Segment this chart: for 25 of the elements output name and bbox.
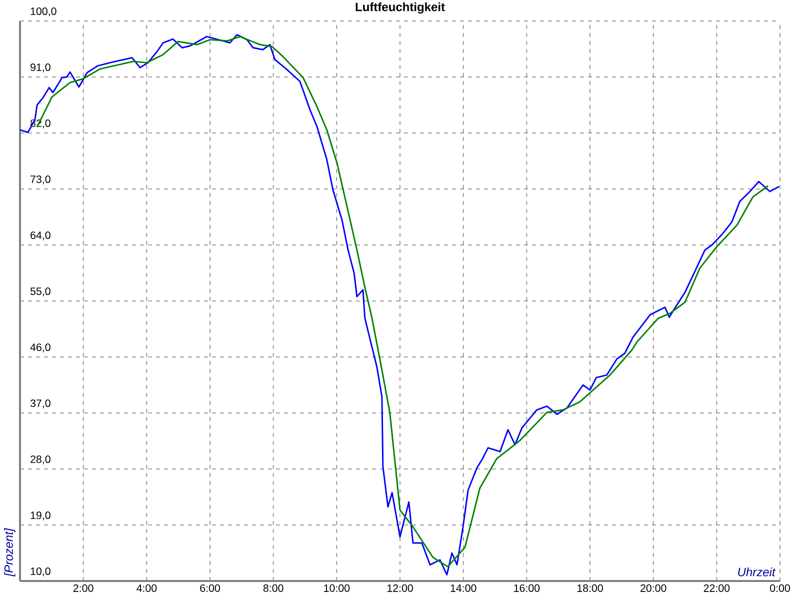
x-tick-label: 16:00 <box>514 584 540 592</box>
x-tick-label: 6:00 <box>200 584 220 592</box>
y-tick-label: 91,0 <box>30 63 50 72</box>
y-tick-label: 19,0 <box>30 511 50 520</box>
x-axis-title: Uhrzeit <box>738 567 776 576</box>
x-tick-label: 20:00 <box>640 584 666 592</box>
x-tick-label: 8:00 <box>263 584 284 592</box>
y-tick-label: 64,0 <box>30 231 50 240</box>
y-tick-label: 28,0 <box>30 455 50 464</box>
x-tick-label: 12:00 <box>387 584 413 592</box>
x-tick-label: 22:00 <box>704 584 730 592</box>
chart-title: Luftfeuchtigkeit <box>356 2 445 14</box>
x-tick-label: 10:00 <box>324 584 350 592</box>
y-tick-label: 55,0 <box>30 287 50 296</box>
y-tick-label: 100,0 <box>30 7 56 16</box>
x-tick-label: 2:00 <box>73 584 94 592</box>
x-tick-label: 14:00 <box>450 584 476 592</box>
y-tick-label: 46,0 <box>30 343 50 352</box>
x-tick-label: 4:00 <box>136 584 157 592</box>
y-axis-title: [Prozent] <box>4 528 16 577</box>
x-tick-label: 18:00 <box>577 584 603 592</box>
y-tick-label: 73,0 <box>30 175 50 184</box>
y-tick-label: 10,0 <box>30 567 50 576</box>
x-tick-label: 0:00 <box>770 584 790 592</box>
y-tick-label: 37,0 <box>30 399 50 408</box>
